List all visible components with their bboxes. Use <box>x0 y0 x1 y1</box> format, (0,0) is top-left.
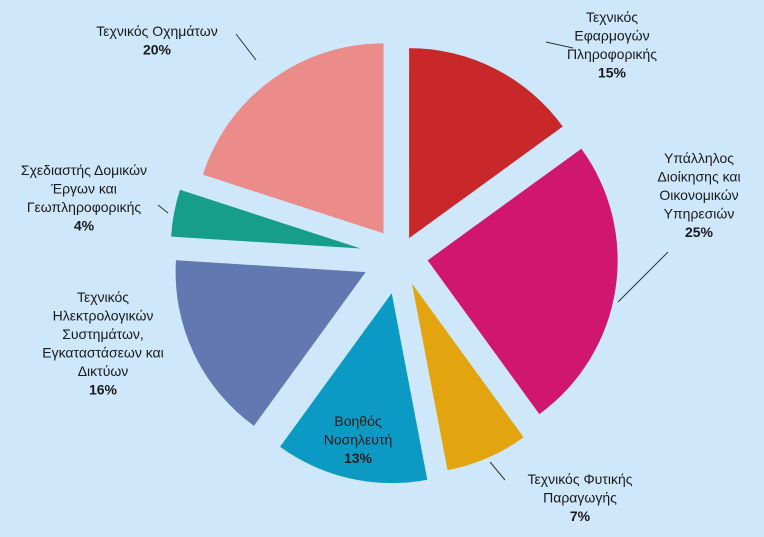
pie-slices <box>171 43 618 484</box>
slice-value-label: 16% <box>89 382 118 398</box>
slice-category-label: Εγκαταστάσεων και <box>42 345 164 361</box>
slice-category-label: Ηλεκτρολογικών <box>53 308 154 324</box>
slice-category-label: Υπάλληλος <box>664 150 734 166</box>
slice-category-label: Νοσηλευτή <box>324 432 393 448</box>
leader-line <box>617 251 669 303</box>
slice-label: Βοηθός Νοσηλευτή 13% <box>324 413 393 466</box>
slice-category-label: Τεχνικός Φυτικής <box>528 471 633 487</box>
slice-value-label: 20% <box>143 42 172 58</box>
slice-labels: Τεχνικός Εφαρμογών Πληροφορικής 15% Υπάλληλο… <box>21 9 741 524</box>
leader-lines <box>157 33 669 481</box>
leader-line <box>545 41 574 49</box>
slice-value-label: 15% <box>598 65 627 81</box>
slice-category-label: Βοηθός <box>334 413 381 429</box>
slice-category-label: Πληροφορικής <box>567 46 657 62</box>
slice-category-label: Εφαρμογών <box>574 28 649 44</box>
leader-line <box>157 204 169 214</box>
slice-category-label: Τεχνικός <box>586 9 638 25</box>
slice-category-label: Γεωπληροφορικής <box>27 199 142 215</box>
slice-category-label: Παραγωγής <box>543 490 617 506</box>
slice-category-label: Οικονομικών <box>659 187 738 203</box>
slice-value-label: 13% <box>344 450 373 466</box>
pie-slice <box>171 189 361 249</box>
pie-slice <box>202 43 384 234</box>
pie-slice <box>409 48 563 239</box>
slice-category-label: Σχεδιαστής Δομικών <box>21 162 147 178</box>
slice-label: Υπάλληλος Διοίκησης και Οικονομικών Υπηρεσι… <box>657 150 740 240</box>
pie-slice <box>427 148 618 415</box>
slice-category-label: Συστημάτων, <box>62 326 144 342</box>
slice-value-label: 4% <box>74 218 95 234</box>
slice-label: Τεχνικός Εφαρμογών Πληροφορικής 15% <box>567 9 657 81</box>
slice-label: Τεχνικός Ηλεκτρολογικών Συστημάτων, Εγκατασ… <box>42 289 164 398</box>
slice-category-label: Τεχνικός Οχημάτων <box>96 23 217 39</box>
pie-slice <box>280 293 428 484</box>
slice-category-label: Υπηρεσιών <box>664 206 735 222</box>
slice-value-label: 7% <box>570 508 591 524</box>
slice-category-label: Τεχνικός <box>77 289 129 305</box>
slice-category-label: Έργων και <box>50 181 117 197</box>
slice-label: Τεχνικός Οχημάτων 20% <box>96 23 217 58</box>
slice-value-label: 25% <box>685 224 714 240</box>
slice-category-label: Δικτύων <box>78 363 129 379</box>
leader-line <box>235 33 257 61</box>
slice-label: Σχεδιαστής Δομικών Έργων και Γεωπληροφορικ… <box>21 162 147 234</box>
slice-label: Τεχνικός Φυτικής Παραγωγής 7% <box>528 471 633 524</box>
pie-slice <box>411 283 524 471</box>
pie-slice <box>175 260 366 426</box>
leader-line <box>489 461 506 481</box>
slice-category-label: Διοίκησης και <box>657 169 740 185</box>
